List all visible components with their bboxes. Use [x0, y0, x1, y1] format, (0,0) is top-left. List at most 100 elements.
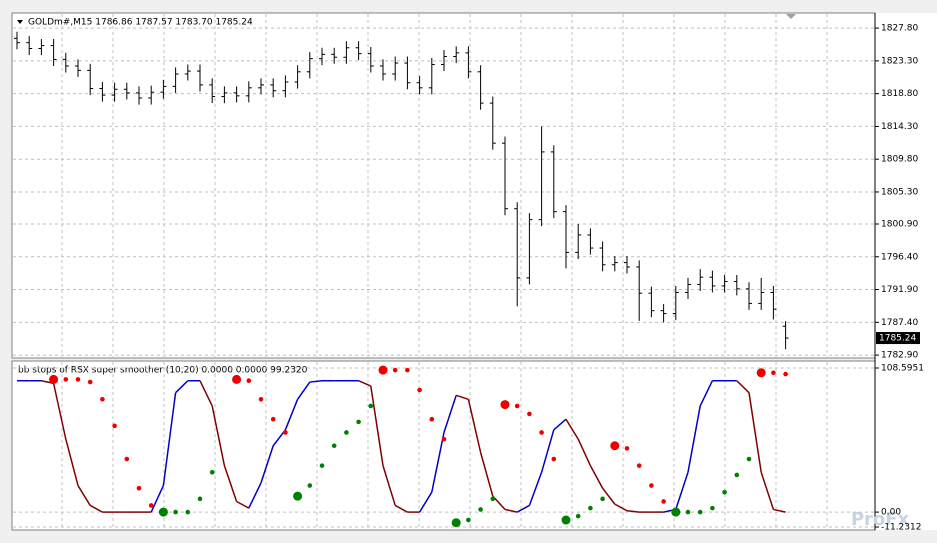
stop-dot — [148, 503, 154, 508]
stop-start-dot — [232, 374, 242, 384]
rsx-line-segment — [748, 392, 762, 473]
stop-dot — [771, 370, 776, 376]
rsx-line-segment — [602, 487, 616, 505]
y-tick-label: 1818.80 — [881, 89, 918, 99]
stop-dot — [307, 483, 313, 488]
rsx-line-segment — [370, 385, 384, 466]
stop-dot — [356, 419, 361, 425]
stop-dot — [63, 377, 69, 382]
stop-start-dot — [451, 518, 461, 528]
stop-dot — [319, 463, 325, 468]
rsx-line-segment — [675, 472, 689, 510]
stop-dot — [575, 513, 581, 519]
stop-dot — [417, 387, 422, 393]
stop-dot — [270, 416, 276, 422]
rsx-line-segment — [248, 482, 262, 509]
rsx-line-segment — [418, 491, 433, 513]
rsx-line-segment — [516, 504, 530, 513]
stop-dot — [722, 489, 727, 495]
stop-dot — [185, 509, 191, 515]
rsx-line-segment — [467, 399, 482, 453]
y-tick-label: 1809.80 — [881, 155, 918, 165]
indicator-title: bb stops of RSX super smoother (10,20) 0… — [18, 366, 308, 376]
rsx-line-segment — [553, 418, 567, 431]
y-tick-label: 1827.80 — [881, 24, 918, 34]
stop-dot — [429, 416, 435, 422]
rsx-line-segment — [504, 508, 518, 513]
rsx-line-segment — [431, 432, 445, 493]
rsx-line-segment — [236, 500, 250, 509]
rsx-line-segment — [89, 504, 103, 513]
stop-start-dot — [378, 365, 388, 375]
rsx-line-segment — [736, 380, 750, 394]
stop-dot — [466, 517, 471, 523]
stop-dot — [368, 403, 374, 409]
rsx-line-segment — [162, 392, 177, 486]
rsx-line-segment — [52, 383, 67, 440]
stop-dot — [600, 496, 605, 502]
stop-start-dot — [500, 400, 510, 410]
y-tick-label: 1805.30 — [881, 187, 918, 197]
stop-dot — [734, 472, 740, 478]
stop-dot — [514, 403, 520, 409]
rsx-line-segment — [309, 379, 323, 383]
indicator-panel — [11, 360, 876, 531]
stop-dot — [331, 443, 337, 449]
stop-dot — [661, 499, 666, 504]
stop-dot — [283, 430, 288, 435]
chart-title: GOLDm#,M15 1786.86 1787.57 1783.70 1785.… — [28, 18, 253, 28]
stop-dot — [710, 505, 715, 511]
menu-arrow — [17, 20, 23, 24]
y-tick-label: 0.00 — [881, 508, 901, 518]
stop-dot — [100, 397, 105, 402]
stop-start-dot — [756, 368, 766, 378]
stop-dot — [197, 496, 203, 502]
stop-dot — [783, 371, 788, 377]
y-tick-label: 1814.30 — [881, 122, 918, 132]
rsx-line-segment — [577, 438, 592, 466]
stop-dot — [112, 423, 117, 429]
stop-start-dot — [158, 507, 168, 517]
last-price-box — [876, 332, 920, 345]
stop-dot — [539, 430, 544, 435]
rsx-line-segment — [260, 445, 274, 484]
rsx-line-segment — [479, 452, 494, 497]
y-tick-label: 1823.30 — [881, 56, 918, 66]
rsx-line-segment — [626, 510, 640, 513]
stop-dot — [246, 378, 252, 384]
y-tick-label: 1787.40 — [881, 318, 918, 328]
rsx-line-segment — [773, 508, 786, 513]
rsx-line-segment — [284, 399, 299, 431]
watermark: ProFx — [851, 509, 910, 530]
rsx-line-segment — [296, 381, 311, 400]
stop-dot — [344, 430, 349, 435]
vertical-grid — [61, 14, 828, 529]
rsx-line-segment — [614, 503, 628, 512]
rsx-line-segment — [589, 465, 604, 489]
stop-dot — [405, 367, 410, 373]
stop-dot — [124, 456, 130, 462]
stop-start-dot — [561, 515, 571, 525]
stop-dot — [441, 436, 447, 442]
stop-dot — [490, 496, 496, 502]
stop-dot — [173, 509, 178, 515]
rsx-line-segment — [540, 429, 555, 473]
stop-start-dot — [671, 507, 681, 517]
rsx-line-segment — [175, 380, 189, 394]
rsx-line-segment — [77, 485, 91, 506]
rsx-line-segment — [687, 405, 701, 473]
rsx-line-segment — [760, 472, 775, 510]
stop-dot — [649, 483, 654, 488]
stop-dot — [392, 367, 398, 373]
stop-dot — [209, 469, 215, 475]
y-tick-label: 1800.90 — [881, 220, 918, 230]
stop-dot — [746, 456, 752, 462]
stop-dot — [478, 507, 483, 512]
y-tick-label: 1796.40 — [881, 252, 918, 262]
stop-start-dot — [610, 441, 620, 451]
y-tick-label: 1791.90 — [881, 285, 918, 295]
stop-dot — [636, 463, 642, 468]
stop-start-dot — [293, 491, 303, 501]
stop-dot — [258, 397, 264, 402]
